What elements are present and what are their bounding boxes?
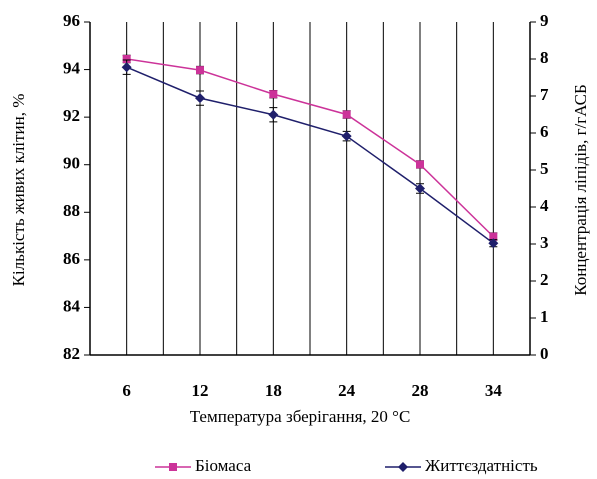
y2-tick-label: 7 [540,85,549,104]
point [342,110,351,119]
point [122,55,131,63]
x-axis-label: Температура зберігання, 20 °C [190,407,411,426]
point [269,90,278,99]
x-tick-label: 6 [122,381,131,400]
point [488,238,499,249]
point [121,62,132,73]
x-tick-label: 24 [338,381,356,400]
point [415,183,425,194]
y-tick-label: 96 [63,11,80,30]
y-tick-label: 94 [63,58,81,77]
point [196,66,204,75]
y2-tick-label: 0 [540,344,549,363]
x-tick-label: 28 [412,381,429,400]
legend-marker [169,463,177,471]
legend-label: Життєздатність [425,456,538,475]
y-tick-label: 82 [63,344,80,363]
y-tick-label: 86 [63,249,80,268]
point [489,232,498,241]
legend-marker [398,462,408,472]
y2-tick-label: 8 [540,48,549,67]
y2-axis-label: Концентрація ліпідів, г/гАСБ [571,84,590,296]
y2-tick-label: 5 [540,159,549,178]
y-tick-label: 90 [63,154,80,173]
series-line [126,66,494,244]
point [195,93,205,104]
y-tick-label: 88 [63,201,80,220]
y2-tick-label: 6 [540,122,549,141]
series-line [126,58,494,238]
x-tick-label: 12 [192,381,209,400]
point [268,109,279,120]
point [416,160,424,169]
y2-tick-label: 2 [540,270,549,289]
y2-tick-label: 4 [540,196,549,215]
y-tick-label: 84 [63,296,81,315]
legend-label: Біомаса [195,456,252,475]
point [341,131,352,142]
x-tick-label: 34 [485,381,503,400]
y2-tick-label: 3 [540,233,549,252]
y-axis-label: Кількість живих клітин, % [9,94,28,287]
y2-tick-label: 9 [540,11,549,30]
x-tick-label: 18 [265,381,282,400]
y2-tick-label: 1 [540,307,549,326]
y-tick-label: 92 [63,106,80,125]
